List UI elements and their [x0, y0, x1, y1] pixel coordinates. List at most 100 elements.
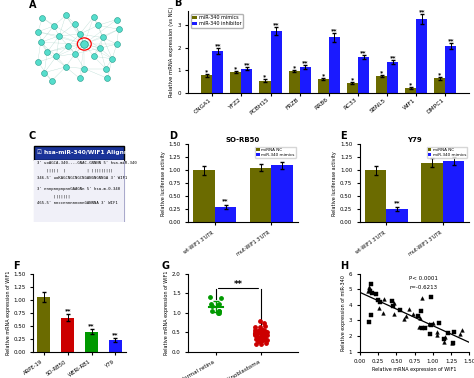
Text: **: **: [331, 28, 337, 33]
Point: [37, 39, 45, 45]
Point: [389, 298, 396, 304]
Text: *: *: [205, 69, 208, 74]
Text: *: *: [234, 66, 237, 71]
Point: [366, 288, 374, 294]
Point: [374, 297, 382, 303]
Text: H: H: [340, 260, 348, 271]
Point: [380, 296, 388, 302]
Point: [258, 327, 266, 333]
Point: [429, 320, 437, 326]
Point: [50, 23, 57, 29]
Point: [252, 336, 260, 342]
Point: [257, 331, 265, 337]
Text: |||||  |         | |||||||||: ||||| | | |||||||||: [37, 168, 113, 172]
Bar: [215, 207, 236, 222]
Text: **: **: [112, 332, 118, 337]
FancyBboxPatch shape: [34, 146, 124, 160]
Point: [252, 341, 260, 347]
Point: [71, 51, 79, 57]
Bar: [358, 57, 369, 93]
Point: [418, 295, 425, 301]
Point: [255, 335, 263, 341]
Text: **: **: [273, 22, 279, 27]
Text: **: **: [448, 38, 454, 43]
Point: [419, 325, 426, 331]
Text: **: **: [419, 9, 425, 14]
Point: [259, 330, 267, 336]
Point: [448, 340, 456, 346]
Point: [450, 329, 458, 335]
Bar: [250, 168, 271, 222]
Bar: [347, 83, 358, 93]
Point: [90, 14, 97, 20]
Point: [99, 34, 107, 40]
Point: [365, 319, 373, 325]
Point: [48, 78, 55, 84]
Point: [456, 331, 464, 337]
Text: P< 0.0001: P< 0.0001: [409, 276, 438, 281]
Point: [255, 328, 263, 334]
Point: [402, 313, 410, 319]
Text: 346-5' uoKAGCNGCNGCNGANGNGNNGA 3' WIF1: 346-5' uoKAGCNGCNGCNGANGNGNNGA 3' WIF1: [37, 176, 127, 180]
Point: [255, 328, 263, 334]
Point: [113, 41, 120, 47]
Bar: [405, 88, 416, 93]
Text: 465-5' nnccnnnnnnonnGANNNA 3' WIF1: 465-5' nnccnnnnnnonnGANNNA 3' WIF1: [37, 201, 118, 205]
Text: r=-0.6213: r=-0.6213: [409, 285, 438, 290]
Point: [214, 310, 222, 316]
Point: [217, 294, 225, 301]
Bar: [300, 67, 311, 93]
Point: [76, 31, 83, 37]
Point: [259, 327, 267, 333]
Text: E: E: [340, 132, 347, 141]
Point: [458, 327, 465, 333]
Point: [207, 294, 214, 300]
Point: [115, 26, 122, 33]
Point: [81, 65, 88, 71]
Y-axis label: Relative expression of miR-340: Relative expression of miR-340: [341, 275, 346, 350]
Point: [94, 22, 102, 28]
Point: [252, 332, 260, 338]
Point: [427, 294, 434, 300]
Point: [409, 311, 417, 317]
Text: **: **: [88, 323, 95, 328]
Point: [113, 17, 120, 23]
Text: F: F: [13, 260, 19, 271]
Point: [254, 328, 262, 334]
Point: [209, 308, 216, 314]
Point: [421, 325, 428, 331]
Point: [252, 332, 259, 338]
Point: [367, 281, 374, 287]
Title: Y79: Y79: [407, 137, 422, 143]
Text: |||||||: |||||||: [37, 194, 70, 198]
Text: *: *: [264, 74, 266, 79]
Point: [264, 332, 271, 338]
Point: [256, 324, 264, 330]
Point: [214, 302, 222, 308]
Text: B: B: [174, 0, 182, 8]
Point: [416, 316, 424, 322]
Text: D: D: [169, 132, 177, 141]
Text: *: *: [409, 82, 412, 87]
Point: [53, 53, 60, 59]
Bar: [434, 78, 446, 93]
Text: ☑: ☑: [37, 150, 42, 155]
Legend: miR-340 mimics, miR-340 inhibitor: miR-340 mimics, miR-340 inhibitor: [191, 14, 243, 28]
Legend: miRNA NC, miR-340 mimics: miRNA NC, miR-340 mimics: [255, 147, 296, 158]
Point: [261, 336, 269, 342]
Point: [43, 49, 51, 55]
Text: hsa-miR-340/WIF1 Alignment: hsa-miR-340/WIF1 Alignment: [45, 150, 141, 155]
Point: [440, 339, 447, 345]
Point: [252, 331, 259, 337]
Point: [263, 337, 271, 343]
Bar: [289, 71, 300, 93]
Point: [400, 316, 408, 322]
X-axis label: Relative mRNA expression of WIF1: Relative mRNA expression of WIF1: [373, 367, 457, 372]
Point: [414, 313, 421, 319]
Bar: [329, 37, 340, 93]
Bar: [212, 51, 223, 93]
Point: [256, 318, 264, 324]
Point: [55, 33, 63, 39]
Bar: [386, 209, 408, 222]
Y-axis label: Relative mRNA expression (vs NC): Relative mRNA expression (vs NC): [170, 7, 174, 98]
